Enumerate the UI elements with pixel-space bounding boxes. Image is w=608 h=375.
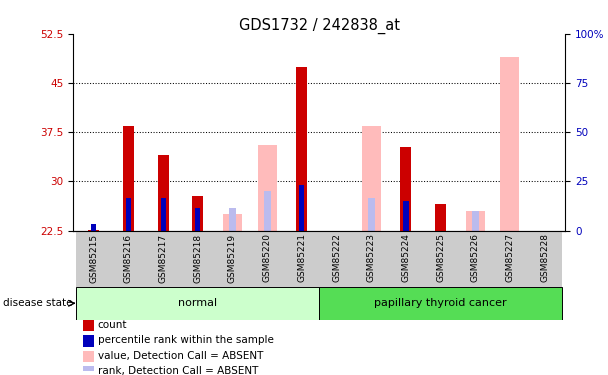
Bar <box>362 126 381 231</box>
Text: percentile rank within the sample: percentile rank within the sample <box>97 335 274 345</box>
Bar <box>458 231 492 287</box>
Bar <box>126 198 131 231</box>
Bar <box>146 231 181 287</box>
Text: GSM85225: GSM85225 <box>436 233 445 282</box>
Bar <box>319 287 562 320</box>
Bar <box>466 211 485 231</box>
Bar <box>299 185 305 231</box>
Bar <box>319 231 354 287</box>
Bar <box>389 231 423 287</box>
Bar <box>354 231 389 287</box>
Text: GSM85219: GSM85219 <box>228 233 237 283</box>
Bar <box>123 126 134 231</box>
Bar <box>331 231 342 232</box>
Text: normal: normal <box>178 298 218 308</box>
Text: value, Detection Call = ABSENT: value, Detection Call = ABSENT <box>97 351 263 361</box>
Text: GSM85215: GSM85215 <box>89 233 98 283</box>
Bar <box>437 204 444 231</box>
Bar <box>91 224 97 231</box>
Bar <box>88 230 99 231</box>
Text: GSM85223: GSM85223 <box>367 233 376 282</box>
Bar <box>250 231 285 287</box>
Text: GSM85228: GSM85228 <box>540 233 549 282</box>
Text: GSM85216: GSM85216 <box>124 233 133 283</box>
Bar <box>111 231 146 287</box>
Text: GSM85221: GSM85221 <box>297 233 306 282</box>
Bar <box>229 208 236 231</box>
Bar <box>400 147 412 231</box>
Bar <box>223 214 242 231</box>
Bar <box>470 231 481 232</box>
Text: GSM85226: GSM85226 <box>471 233 480 282</box>
Bar <box>264 191 271 231</box>
Text: disease state: disease state <box>4 298 73 308</box>
Bar <box>423 231 458 287</box>
Bar <box>500 57 519 231</box>
Text: GSM85224: GSM85224 <box>401 233 410 282</box>
Bar <box>296 67 308 231</box>
Bar <box>181 231 215 287</box>
Text: papillary thyroid cancer: papillary thyroid cancer <box>375 298 507 308</box>
Bar <box>215 231 250 287</box>
Text: GSM85217: GSM85217 <box>159 233 168 283</box>
Bar <box>161 198 166 231</box>
Bar <box>83 366 94 375</box>
Text: GSM85222: GSM85222 <box>332 233 341 282</box>
Bar <box>472 211 478 231</box>
Bar <box>195 208 201 231</box>
Title: GDS1732 / 242838_at: GDS1732 / 242838_at <box>239 18 399 34</box>
Bar <box>83 335 94 346</box>
Bar <box>192 196 203 231</box>
Text: GSM85218: GSM85218 <box>193 233 202 283</box>
Bar <box>527 231 562 287</box>
Text: count: count <box>97 320 127 330</box>
Bar <box>77 231 111 287</box>
Bar <box>368 198 375 231</box>
Bar <box>435 204 446 231</box>
Text: GSM85220: GSM85220 <box>263 233 272 282</box>
Bar <box>285 231 319 287</box>
Bar <box>403 201 409 231</box>
Bar <box>83 351 94 362</box>
Bar <box>77 287 319 320</box>
Text: GSM85227: GSM85227 <box>505 233 514 282</box>
Bar <box>157 155 168 231</box>
Text: rank, Detection Call = ABSENT: rank, Detection Call = ABSENT <box>97 366 258 375</box>
Bar <box>83 320 94 331</box>
Bar <box>258 146 277 231</box>
Bar <box>492 231 527 287</box>
